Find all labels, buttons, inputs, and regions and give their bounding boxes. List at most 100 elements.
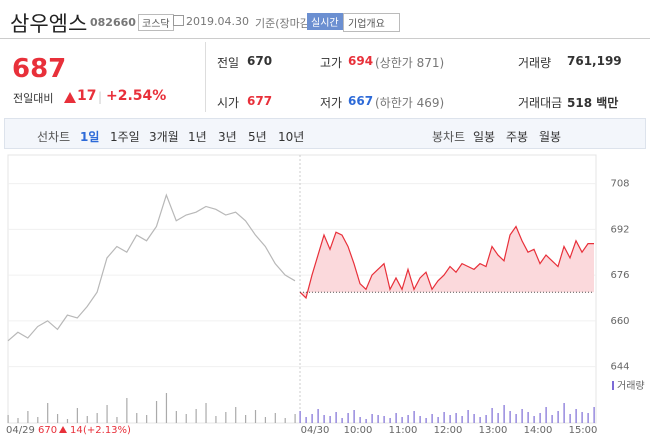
candle-tab[interactable]: 일봉 xyxy=(473,130,496,144)
prev-arrow xyxy=(59,426,67,433)
volume-legend-icon xyxy=(612,381,614,390)
realtime-button[interactable]: 실시간 xyxy=(307,13,343,30)
stock-name: 삼우엠스 xyxy=(10,12,88,36)
volume-bar xyxy=(274,413,276,423)
volume-bar xyxy=(569,414,571,423)
volume-bar xyxy=(155,401,158,423)
period-tab[interactable]: 5년 xyxy=(248,130,267,144)
x-tick-label: 04/30 xyxy=(301,425,330,436)
change-label: 전일대비 xyxy=(13,92,54,105)
volume-bar xyxy=(17,418,19,423)
volume-bar xyxy=(86,416,88,423)
volume-bar xyxy=(533,416,535,423)
amount-label: 거래대금 xyxy=(518,96,563,110)
volume-bar xyxy=(575,409,577,423)
x-tick-label: 13:00 xyxy=(479,425,508,436)
change-rate: +2.54% xyxy=(106,88,167,104)
period-tab[interactable]: 1일 xyxy=(80,130,100,144)
volume-bar xyxy=(545,407,547,423)
volume-bar xyxy=(106,405,108,423)
volume-bar xyxy=(443,412,445,423)
company-info-button[interactable]: 기업개요 xyxy=(343,13,400,32)
current-price: 687 xyxy=(12,54,67,84)
x-tick-label: 14:00 xyxy=(524,425,553,436)
divider xyxy=(0,38,650,39)
volume-legend: 거래량 xyxy=(617,380,645,392)
volume-bar xyxy=(245,415,247,423)
volume-bar xyxy=(473,414,475,423)
volume-bar xyxy=(96,413,98,423)
volume-bar xyxy=(581,412,583,423)
separator: | xyxy=(98,90,103,104)
volume-bar xyxy=(455,413,457,423)
volume-bar xyxy=(317,409,319,423)
prev-rate: (+2.13%) xyxy=(83,425,131,436)
period-tab[interactable]: 1주일 xyxy=(110,130,140,144)
period-tab[interactable]: 10년 xyxy=(278,130,305,144)
period-tab[interactable]: 1년 xyxy=(188,130,207,144)
x-tick-label: 15:00 xyxy=(569,425,598,436)
x-tick-label: 12:00 xyxy=(434,425,463,436)
prev-label: 전일 xyxy=(217,56,240,70)
volume-bar xyxy=(497,413,499,423)
high-label: 고가 xyxy=(320,56,343,70)
market-badge: 코스닥 xyxy=(138,14,174,31)
volume-bar xyxy=(195,409,197,423)
period-tab[interactable]: 3개월 xyxy=(149,130,179,144)
x-tick-label: 10:00 xyxy=(344,425,373,436)
up-arrow xyxy=(64,92,76,103)
volume-bar xyxy=(449,415,451,423)
volume-bar xyxy=(515,414,517,423)
amount-value: 518 백만 xyxy=(567,96,619,110)
y-tick-label: 692 xyxy=(610,224,629,235)
high-limit: (상한가 871) xyxy=(375,56,445,70)
prev-date: 04/29 xyxy=(6,425,35,436)
volume-bar xyxy=(593,407,595,423)
volume-bar xyxy=(467,410,469,423)
price-line xyxy=(7,193,296,342)
volume-bar xyxy=(503,405,505,423)
period-tab[interactable]: 3년 xyxy=(218,130,237,144)
volume-label: 거래량 xyxy=(518,56,552,70)
candle-tab[interactable]: 월봉 xyxy=(539,130,562,144)
candle-tab[interactable]: 주봉 xyxy=(506,130,529,144)
volume-bar xyxy=(37,417,39,423)
volume-bar xyxy=(521,409,523,423)
plot-frame xyxy=(7,154,597,424)
y-tick-label: 660 xyxy=(610,316,629,327)
volume-bar xyxy=(347,413,349,423)
volume-bar xyxy=(437,417,439,423)
basis: 기준(장마감) xyxy=(255,17,315,30)
volume-bar xyxy=(311,414,313,423)
volume-bar xyxy=(175,411,177,423)
volume-bar xyxy=(165,393,168,423)
volume-bar xyxy=(419,416,421,423)
volume-bar xyxy=(305,417,307,423)
volume-bar xyxy=(431,414,433,423)
volume-bar xyxy=(185,414,187,423)
volume-bar xyxy=(551,415,553,423)
volume-bar xyxy=(557,411,559,423)
volume-bar xyxy=(395,413,397,423)
volume-bar xyxy=(66,419,69,423)
volume-bar xyxy=(225,412,227,423)
volume-bar xyxy=(254,410,257,423)
volume-bar xyxy=(413,411,415,423)
volume-bar xyxy=(56,414,59,423)
prev-change: 14 xyxy=(70,425,83,436)
volume-bar xyxy=(126,398,128,423)
volume-bar xyxy=(329,416,331,423)
company-info-label: 기업개요 xyxy=(348,19,385,30)
open-label: 시가 xyxy=(217,96,240,110)
chart: 708 692 676 660 644 거래량 04/30 10:00 11:00 12:00 13… xyxy=(6,154,645,436)
volume-bar xyxy=(389,418,391,423)
y-tick-label: 708 xyxy=(610,179,629,190)
volume-bar xyxy=(136,413,138,423)
prev-value: 670 xyxy=(247,54,273,68)
volume-bar xyxy=(205,403,207,423)
prev-price: 670 xyxy=(38,425,57,436)
volume-bar xyxy=(407,415,409,423)
calendar-icon xyxy=(173,15,184,26)
date: 2019.04.30 xyxy=(186,15,249,28)
